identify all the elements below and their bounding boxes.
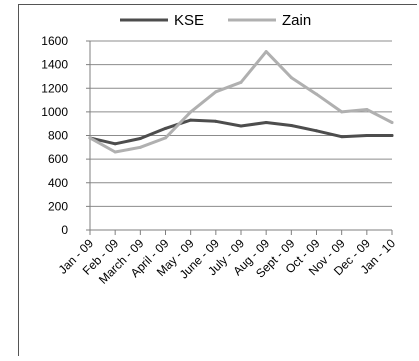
- data-point-kse: [315, 129, 318, 133]
- data-point-kse: [189, 118, 193, 122]
- data-point-zain: [113, 150, 117, 154]
- legend: KSE Zain: [120, 12, 311, 29]
- series-line-kse: [88, 118, 394, 146]
- data-point-zain: [315, 92, 318, 96]
- data-point-zain: [88, 136, 92, 140]
- data-point-kse: [164, 126, 167, 130]
- y-tick-label: 0: [61, 223, 68, 237]
- data-point-zain: [239, 80, 243, 84]
- data-point-kse: [214, 119, 218, 123]
- y-tick-label: 1600: [41, 34, 68, 48]
- data-point-kse: [264, 121, 268, 125]
- y-tick-label: 1000: [41, 105, 68, 119]
- y-tick-label: 200: [48, 199, 68, 213]
- frame-border-left: [18, 4, 19, 356]
- y-tick-label: 800: [48, 129, 68, 143]
- y-tick-label: 600: [48, 152, 68, 166]
- y-tick-label: 1200: [41, 81, 68, 95]
- data-point-zain: [289, 76, 293, 80]
- data-point-kse: [390, 134, 394, 137]
- data-point-zain: [390, 121, 394, 125]
- y-tick-label: 1400: [41, 58, 68, 72]
- data-point-zain: [164, 136, 167, 140]
- data-point-zain: [189, 110, 193, 114]
- data-point-zain: [264, 50, 268, 54]
- data-point-kse: [113, 142, 117, 146]
- data-point-zain: [340, 110, 344, 114]
- legend-label-kse: KSE: [174, 12, 204, 29]
- data-point-zain: [138, 145, 142, 149]
- data-point-kse: [289, 123, 293, 127]
- frame-border-top: [18, 4, 417, 5]
- y-tick-label: 400: [48, 176, 68, 190]
- data-point-kse: [340, 135, 344, 139]
- legend-label-zain: Zain: [282, 12, 311, 29]
- data-point-kse: [239, 124, 243, 128]
- data-point-zain: [365, 108, 369, 112]
- data-point-kse: [365, 134, 369, 137]
- series-lines: [88, 50, 394, 154]
- y-tick-labels: 0 200 400 600 800 1000 1200 1400 1600: [41, 34, 68, 237]
- data-point-kse: [138, 136, 142, 140]
- gridlines: [90, 40, 392, 207]
- data-point-zain: [214, 90, 218, 94]
- axes: [86, 40, 393, 235]
